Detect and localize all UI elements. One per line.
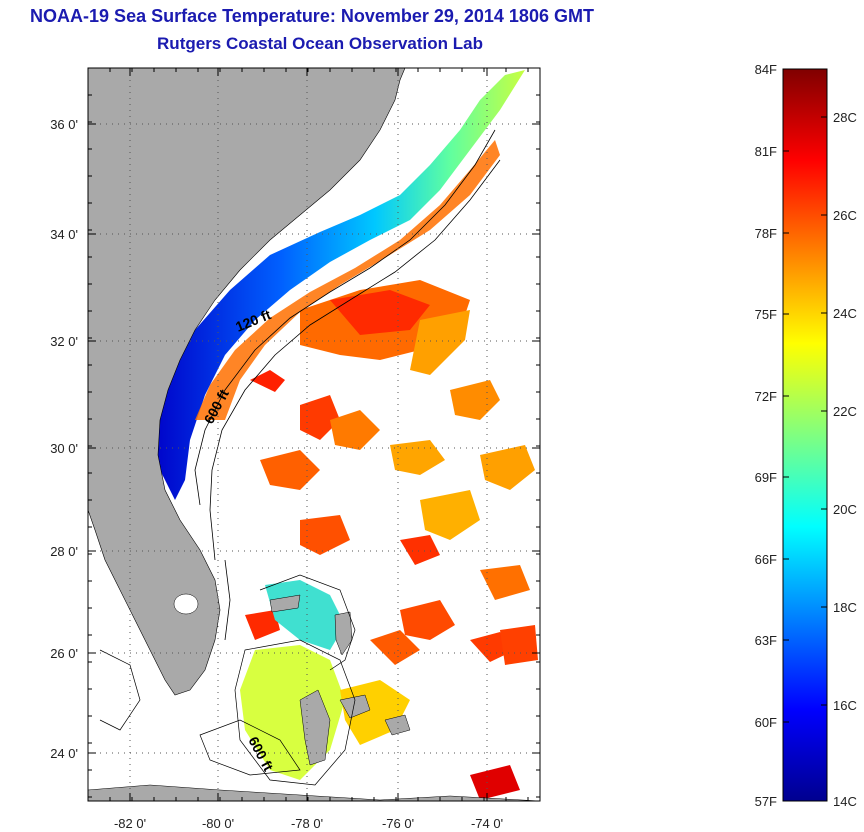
lat-label: 32 0' [50,334,78,349]
colorbar-f-label: 57F [755,794,777,809]
contour-cay-sal [199,719,301,776]
colorbar-f-label: 81F [755,144,777,159]
lon-label: -78 0' [291,816,323,831]
colorbar-c-label: 24C [833,306,857,321]
colorbar-f-label: 60F [755,715,777,730]
lat-label: 26 0' [50,646,78,661]
lat-label: 34 0' [50,227,78,242]
colorbar [782,68,828,802]
lat-label: 36 0' [50,117,78,132]
lon-label: -76 0' [382,816,414,831]
colorbar-f-label: 69F [755,470,777,485]
lake-okeechobee [173,593,199,615]
lon-label: -82 0' [114,816,146,831]
contour-600ft [209,159,501,561]
contour-florida-slope [224,559,231,641]
colorbar-c-label: 14C [833,794,857,809]
colorbar-f-label: 84F [755,62,777,77]
colorbar-f-label: 66F [755,552,777,567]
land-southeast-us [88,68,406,696]
lat-label: 24 0' [50,746,78,761]
colorbar-f-label: 63F [755,633,777,648]
longitude-labels: -82 0' -80 0' -78 0' -76 0' -74 0' [114,816,503,831]
contour-bahamas-great [234,639,356,786]
colorbar-celsius-labels: 28C 26C 24C 22C 20C 18C 16C 14C [821,110,857,809]
axis-ticks [88,68,540,801]
graticule [88,68,540,801]
lon-label: -74 0' [471,816,503,831]
gulf-stream-edge [195,140,500,420]
land-cuba [88,784,540,801]
coastal-cold-band [150,70,525,500]
colorbar-c-label: 26C [833,208,857,223]
map-subtitle: Rutgers Coastal Ocean Observation Lab [157,34,483,53]
colorbar-c-label: 18C [833,600,857,615]
colorbar-f-label: 78F [755,226,777,241]
contour-florida-keys [99,649,141,731]
colorbar-c-label: 16C [833,698,857,713]
map-title: NOAA-19 Sea Surface Temperature: Novembe… [30,6,594,26]
latitude-labels: 36 0' 34 0' 32 0' 30 0' 28 0' 26 0' 24 0' [50,117,78,761]
contour-120ft [194,129,496,506]
colorbar-fahrenheit-labels: 84F 81F 78F 75F 72F 69F 66F 63F 60F 57F [755,62,789,809]
colorbar-c-label: 22C [833,404,857,419]
colorbar-c-label: 28C [833,110,857,125]
contour-bahamas-north [259,574,356,671]
lat-label: 28 0' [50,544,78,559]
colorbar-f-label: 72F [755,389,777,404]
sst-warm-patches [245,280,538,800]
colorbar-c-label: 20C [833,502,857,517]
lat-label: 30 0' [50,441,78,456]
lon-label: -80 0' [202,816,234,831]
map-frame [87,67,541,802]
colorbar-f-label: 75F [755,307,777,322]
